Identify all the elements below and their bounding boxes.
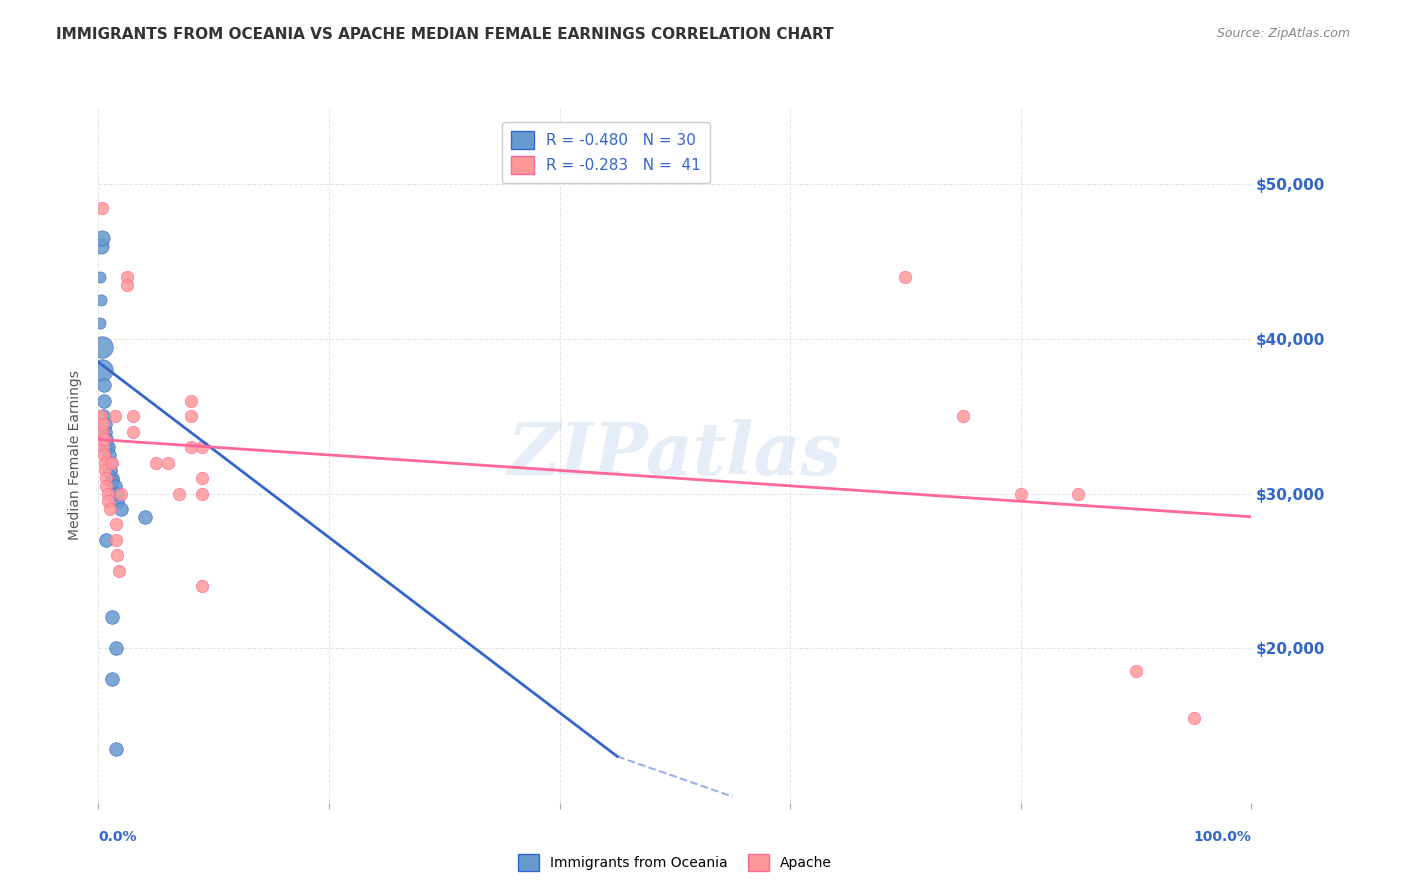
Point — [103, 409, 125, 424]
Point — [91, 409, 114, 424]
Point — [180, 393, 202, 408]
Point — [90, 425, 112, 439]
Point — [105, 549, 128, 563]
Point — [97, 440, 120, 454]
Point — [105, 494, 128, 508]
Point — [1010, 486, 1032, 500]
Point — [93, 448, 115, 462]
Point — [94, 425, 117, 439]
Point — [1067, 486, 1090, 500]
Point — [90, 239, 112, 253]
Point — [110, 502, 132, 516]
Point — [91, 440, 114, 454]
Point — [1125, 665, 1147, 679]
Point — [90, 409, 112, 424]
Text: 100.0%: 100.0% — [1194, 830, 1251, 844]
Point — [104, 517, 127, 532]
Point — [93, 393, 115, 408]
Point — [122, 425, 145, 439]
Point — [191, 440, 214, 454]
Point — [98, 502, 121, 516]
Text: 0.0%: 0.0% — [98, 830, 136, 844]
Point — [105, 486, 128, 500]
Point — [91, 417, 114, 431]
Point — [180, 409, 202, 424]
Point — [90, 293, 112, 308]
Point — [94, 463, 117, 477]
Point — [894, 270, 917, 285]
Point — [103, 479, 125, 493]
Point — [156, 456, 179, 470]
Point — [122, 409, 145, 424]
Point — [101, 610, 124, 624]
Point — [191, 471, 214, 485]
Point — [98, 456, 121, 470]
Point — [96, 533, 118, 547]
Point — [98, 463, 121, 477]
Point — [97, 448, 120, 462]
Y-axis label: Median Female Earnings: Median Female Earnings — [69, 370, 83, 540]
Point — [191, 486, 214, 500]
Point — [93, 433, 115, 447]
Point — [97, 486, 120, 500]
Point — [90, 231, 112, 245]
Point — [110, 486, 132, 500]
Point — [101, 672, 124, 686]
Point — [117, 277, 139, 292]
Point — [104, 641, 127, 656]
Point — [89, 317, 111, 331]
Point — [167, 486, 190, 500]
Point — [93, 378, 115, 392]
Point — [96, 440, 118, 454]
Text: ZIPatlas: ZIPatlas — [508, 419, 842, 491]
Point — [101, 456, 124, 470]
Point — [952, 409, 974, 424]
Point — [89, 270, 111, 285]
Text: IMMIGRANTS FROM OCEANIA VS APACHE MEDIAN FEMALE EARNINGS CORRELATION CHART: IMMIGRANTS FROM OCEANIA VS APACHE MEDIAN… — [56, 27, 834, 42]
Point — [117, 270, 139, 285]
Point — [108, 564, 131, 578]
Point — [1182, 711, 1205, 725]
Point — [101, 471, 124, 485]
Point — [94, 417, 117, 431]
Point — [90, 340, 112, 354]
Point — [97, 494, 120, 508]
Point — [180, 440, 202, 454]
Point — [191, 579, 214, 593]
Point — [104, 741, 127, 756]
Point — [145, 456, 167, 470]
Point — [96, 471, 118, 485]
Point — [96, 479, 118, 493]
Point — [90, 363, 112, 377]
Point — [104, 533, 127, 547]
Text: Source: ZipAtlas.com: Source: ZipAtlas.com — [1216, 27, 1350, 40]
Point — [90, 201, 112, 215]
Legend: Immigrants from Oceania, Apache: Immigrants from Oceania, Apache — [512, 848, 838, 876]
Legend: R = -0.480   N = 30, R = -0.283   N =  41: R = -0.480 N = 30, R = -0.283 N = 41 — [502, 121, 710, 184]
Point — [96, 433, 118, 447]
Point — [94, 456, 117, 470]
Point — [101, 474, 124, 488]
Point — [134, 509, 156, 524]
